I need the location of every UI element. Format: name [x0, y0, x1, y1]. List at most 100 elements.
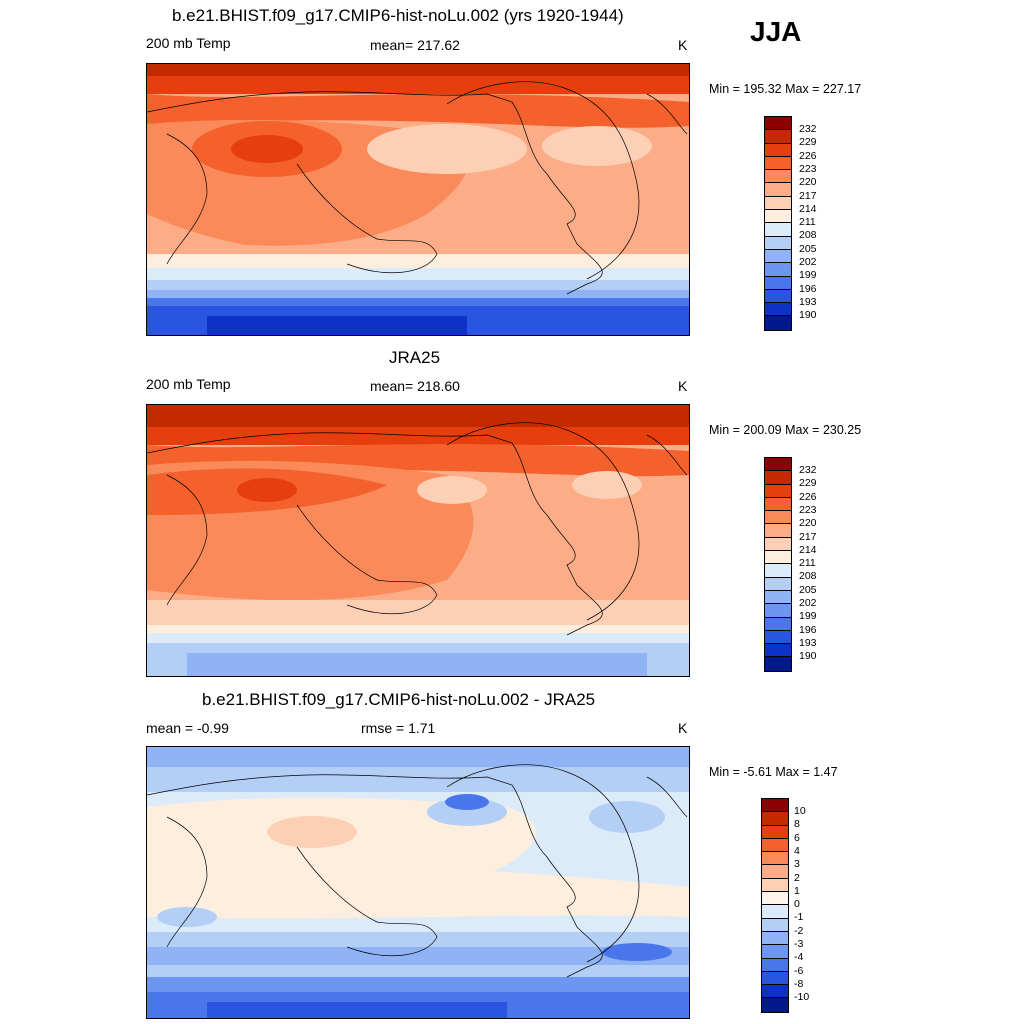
panel-2-units: K — [678, 378, 688, 394]
panel-1-units: K — [678, 37, 688, 53]
colorbar-tick-label: 199 — [799, 610, 817, 623]
panel-3-center-label: rmse = 1.71 — [361, 720, 436, 736]
colorbar-tick-label: 193 — [799, 295, 817, 308]
panel-3-colorbar-swatch — [762, 865, 788, 879]
panel-1-colorbar-swatch — [765, 316, 791, 330]
panel-1-colorbar-swatch — [765, 289, 791, 304]
panel-1-colorbar-swatch — [765, 210, 791, 224]
panel-2-colorbar-swatch — [765, 524, 791, 538]
colorbar-tick-label: 0 — [794, 898, 800, 911]
panel-2-center-label: mean= 218.60 — [370, 378, 460, 394]
panel-1-colorbar-swatch — [765, 156, 791, 171]
colorbar-tick-label: 202 — [799, 256, 817, 268]
colorbar-tick-label: -8 — [794, 977, 804, 990]
colorbar-tick-label: 8 — [794, 818, 800, 831]
panel-1-colorbar-swatch — [765, 117, 791, 131]
panel-3-colorbar-swatch — [762, 945, 788, 959]
colorbar-tick-label: -2 — [794, 924, 804, 937]
colorbar-tick-label: 232 — [799, 464, 817, 476]
panel-1-colorbar-swatch — [765, 276, 791, 290]
panel-2-colorbar-swatch — [765, 604, 791, 618]
panel-3-minmax: Min = -5.61 Max = 1.47 — [709, 765, 838, 779]
panel-3-colorbar-swatch — [762, 799, 788, 813]
panel-3-units: K — [678, 720, 688, 736]
panel-2-colorbar-swatch — [765, 590, 791, 605]
panel-2-title: JRA25 — [389, 348, 441, 367]
panel-3-colorbar — [761, 798, 789, 1013]
colorbar-tick-label: 3 — [794, 858, 800, 871]
panel-2-map — [146, 404, 690, 677]
panel-1-colorbar-swatch — [765, 236, 791, 250]
colorbar-tick-label: 217 — [799, 530, 817, 543]
panel-2-colorbar-swatch — [765, 551, 791, 565]
panel-3-title: b.e21.BHIST.f09_g17.CMIP6-hist-noLu.002 … — [202, 690, 596, 709]
colorbar-tick-label: 223 — [799, 503, 817, 516]
panel-2-colorbar — [764, 457, 792, 672]
colorbar-tick-label: 199 — [799, 269, 817, 282]
panel-3-colorbar-swatch — [762, 878, 788, 893]
panel-1-colorbar-swatch — [765, 263, 791, 277]
panel-3-colorbar-swatch — [762, 958, 788, 972]
panel-2-colorbar-swatch — [765, 564, 791, 578]
panel-1-left-label: 200 mb Temp — [146, 35, 231, 51]
panel-2-colorbar-swatch — [765, 484, 791, 498]
colorbar-tick-label: 223 — [799, 162, 817, 175]
panel-1-colorbar-swatch — [765, 143, 791, 157]
colorbar-tick-label: 196 — [799, 623, 817, 636]
panel-2-colorbar-swatch — [765, 458, 791, 472]
panel-1-center-label: mean= 217.62 — [370, 37, 460, 53]
panel-2-colorbar-swatch — [765, 630, 791, 645]
colorbar-tick-label: 226 — [799, 149, 817, 162]
colorbar-tick-label: 6 — [794, 831, 800, 844]
panel-1-title: b.e21.BHIST.f09_g17.CMIP6-hist-noLu.002 … — [172, 6, 624, 25]
colorbar-tick-label: 202 — [799, 597, 817, 609]
panel-1-colorbar-swatch — [765, 183, 791, 197]
colorbar-tick-label: 220 — [799, 176, 817, 189]
colorbar-tick-label: 217 — [799, 189, 817, 202]
panel-3-contour-field — [147, 747, 689, 1018]
colorbar-tick-label: -10 — [794, 991, 810, 1004]
panel-2-colorbar-swatch — [765, 644, 791, 658]
colorbar-tick-label: 211 — [799, 216, 816, 229]
panel-1-colorbar-swatch — [765, 196, 791, 211]
colorbar-tick-label: 232 — [799, 123, 817, 135]
panel-3-colorbar-swatch — [762, 852, 788, 866]
colorbar-tick-label: -4 — [794, 951, 804, 964]
panel-3-colorbar-swatch — [762, 985, 788, 999]
panel-3-colorbar-swatch — [762, 998, 788, 1012]
colorbar-tick-label: 1 — [794, 884, 800, 897]
colorbar-tick-label: 2 — [794, 871, 800, 884]
colorbar-tick-label: 205 — [799, 583, 817, 596]
colorbar-tick-label: 214 — [799, 543, 817, 556]
panel-2-left-label: 200 mb Temp — [146, 376, 231, 392]
panel-3-colorbar-swatch — [762, 825, 788, 839]
panel-3-colorbar-swatch — [762, 931, 788, 946]
panel-3-map — [146, 746, 690, 1019]
panel-2-colorbar-swatch — [765, 617, 791, 631]
panel-2-colorbar-swatch — [765, 657, 791, 671]
panel-2-colorbar-swatch — [765, 497, 791, 512]
colorbar-tick-label: 193 — [799, 636, 817, 649]
panel-3-colorbar-swatch — [762, 971, 788, 986]
panel-3-left-label: mean = -0.99 — [146, 720, 229, 736]
panel-2-colorbar-swatch — [765, 577, 791, 591]
panel-1-map — [146, 63, 690, 336]
panel-2-colorbar-swatch — [765, 511, 791, 525]
colorbar-tick-label: 208 — [799, 229, 817, 242]
panel-3-colorbar-swatch — [762, 812, 788, 826]
panel-1-colorbar-swatch — [765, 170, 791, 184]
panel-2-contour-field — [147, 405, 689, 676]
panel-2-colorbar-swatch — [765, 471, 791, 485]
panel-1-contour-field — [147, 64, 689, 335]
panel-1-colorbar-swatch — [765, 130, 791, 144]
colorbar-tick-label: 190 — [799, 309, 817, 322]
colorbar-tick-label: -6 — [794, 964, 804, 977]
panel-3-colorbar-swatch — [762, 892, 788, 906]
colorbar-tick-label: -3 — [794, 938, 804, 950]
season-label: JJA — [750, 16, 802, 47]
panel-3-colorbar-swatch — [762, 905, 788, 919]
colorbar-tick-label: 211 — [799, 557, 816, 570]
colorbar-tick-label: 190 — [799, 650, 817, 663]
panel-1-colorbar — [764, 116, 792, 331]
colorbar-tick-label: -1 — [794, 911, 804, 924]
